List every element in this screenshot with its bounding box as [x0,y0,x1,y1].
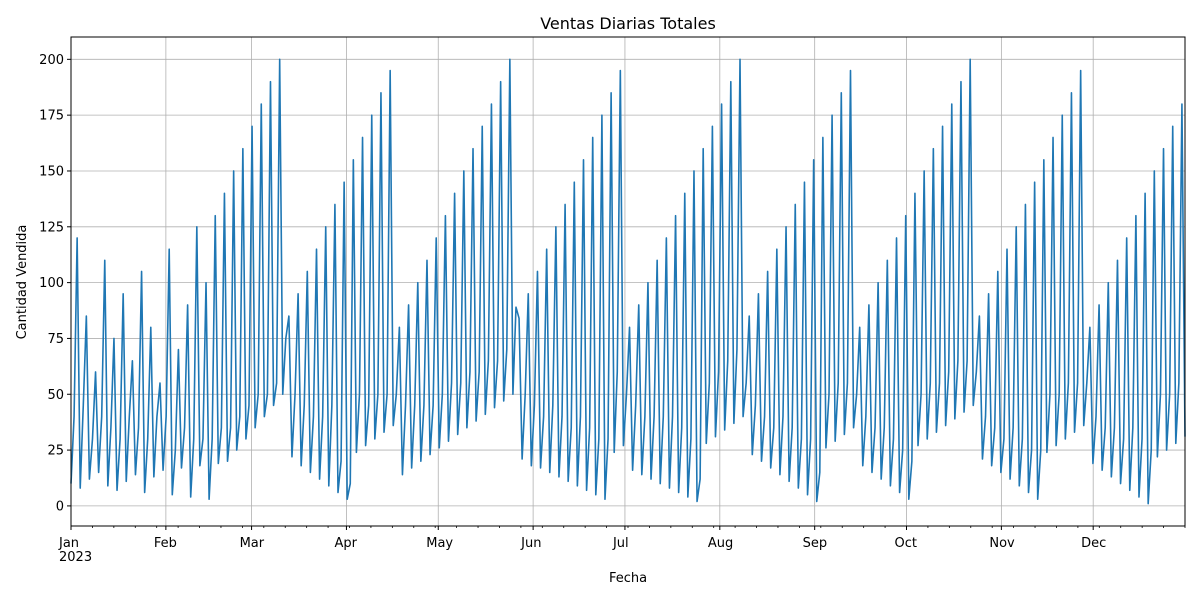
y-tick-label: 50 [47,388,64,403]
series-line [70,58,1186,505]
x-tick-label: Jan [58,536,79,551]
x-tick-label: May [426,536,453,551]
grid [70,37,1185,526]
y-tick-label: 25 [47,444,64,459]
x-tick-label: Dec [1081,536,1106,551]
x-tick-label: Jun [520,536,541,551]
x-tick-label: Aug [708,536,733,551]
x-tick-label: Apr [334,536,357,551]
y-tick-label: 125 [39,220,64,235]
x-tick-label: Feb [154,536,177,551]
x-tick-label: Jul [612,536,629,551]
x-tick-label: Nov [989,536,1015,551]
x-tick-label: Mar [240,536,265,551]
series-layer [70,58,1186,505]
y-tick-label: 100 [39,276,64,291]
y-tick-label: 200 [39,53,64,68]
x-tick-label: Oct [895,536,917,551]
x-tick-label: 2023 [59,550,92,565]
chart-title: Ventas Diarias Totales [540,14,716,33]
y-tick-label: 175 [39,109,64,124]
x-tick-label: Sep [803,536,828,551]
y-tick-label: 150 [39,164,64,179]
x-axis-label: Fecha [609,571,647,586]
plot-frame [70,36,1186,527]
y-tick-label: 0 [56,499,64,514]
y-tick-label: 75 [47,332,64,347]
y-axis-label: Cantidad Vendida [15,225,30,340]
